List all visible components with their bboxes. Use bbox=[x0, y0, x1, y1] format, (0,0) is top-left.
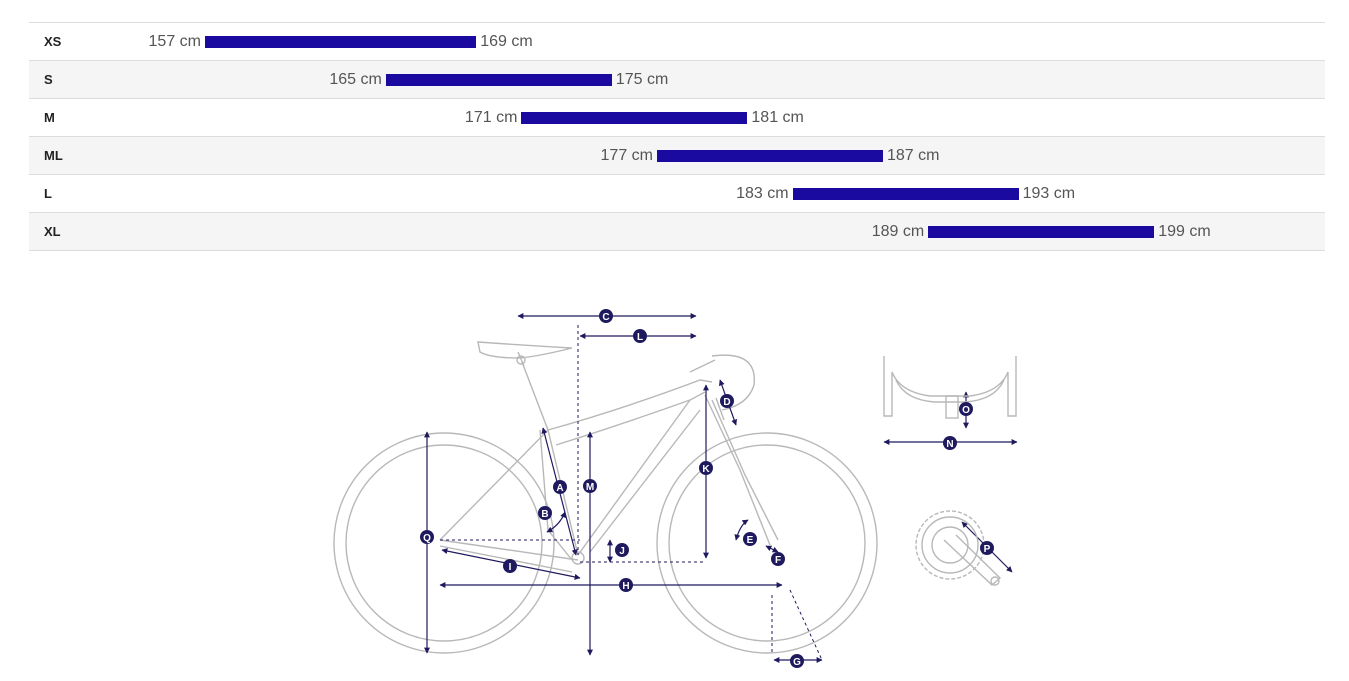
handlebar-front-view bbox=[883, 356, 1017, 419]
svg-text:I: I bbox=[509, 562, 512, 573]
label-i: I bbox=[503, 559, 517, 573]
label-l: L bbox=[633, 329, 647, 343]
stem bbox=[689, 359, 716, 373]
label-o: O bbox=[959, 402, 973, 416]
down-tube bbox=[577, 391, 706, 556]
svg-text:O: O bbox=[962, 405, 970, 416]
svg-text:P: P bbox=[984, 544, 991, 555]
front-wheel-inner bbox=[668, 444, 866, 642]
size-row-xl: XL 189 cm 199 cm bbox=[29, 212, 1325, 251]
seat-tube bbox=[521, 361, 579, 556]
bike-outline bbox=[333, 341, 878, 654]
label-g: G bbox=[790, 654, 804, 668]
size-label: ML bbox=[44, 148, 63, 163]
svg-text:N: N bbox=[946, 439, 953, 450]
fork bbox=[704, 394, 771, 546]
label-e: E bbox=[743, 532, 757, 546]
label-k: K bbox=[699, 461, 713, 475]
svg-text:K: K bbox=[702, 464, 710, 475]
size-label: XL bbox=[44, 224, 61, 239]
label-badges: C L D K A M B E Q J F I H G O N P bbox=[420, 309, 994, 668]
range-min: 157 cm bbox=[148, 33, 201, 50]
label-f: F bbox=[771, 552, 785, 566]
front-wheel-outer bbox=[656, 432, 878, 654]
svg-text:C: C bbox=[602, 312, 609, 323]
size-row-s: S 165 cm 175 cm bbox=[29, 60, 1325, 98]
range-min: 189 cm bbox=[871, 223, 925, 240]
range-bar bbox=[928, 226, 1155, 238]
seat-clamp bbox=[516, 355, 526, 365]
range-min: 177 cm bbox=[600, 147, 653, 164]
label-n: N bbox=[943, 436, 957, 450]
svg-text:A: A bbox=[556, 483, 563, 494]
size-row-xs: XS 157 cm 169 cm bbox=[29, 22, 1325, 60]
range-min: 171 cm bbox=[464, 109, 518, 126]
range-max: 187 cm bbox=[887, 147, 940, 164]
top-tube bbox=[547, 379, 713, 431]
size-table: XS 157 cm 169 cm S 165 cm 175 cm M 171 c… bbox=[29, 22, 1325, 251]
arrow-f bbox=[765, 545, 779, 553]
size-row-l: L 183 cm 193 cm bbox=[29, 174, 1325, 212]
handlebar-right-drop bbox=[1007, 356, 1017, 417]
label-j: J bbox=[615, 543, 629, 557]
rear-wheel-inner bbox=[345, 444, 543, 642]
label-c: C bbox=[599, 309, 613, 323]
label-a: A bbox=[553, 480, 567, 494]
svg-text:J: J bbox=[619, 546, 625, 557]
svg-text:M: M bbox=[586, 482, 594, 493]
down-tube-lower bbox=[589, 409, 701, 553]
seat-stay bbox=[439, 429, 549, 541]
range-bar bbox=[205, 36, 477, 48]
label-d: D bbox=[720, 394, 734, 408]
fork-back bbox=[711, 399, 779, 541]
range-max: 169 cm bbox=[480, 33, 533, 50]
range-max: 193 cm bbox=[1022, 185, 1076, 202]
size-label: L bbox=[44, 186, 52, 201]
svg-text:G: G bbox=[793, 657, 801, 668]
rear-wheel-outer bbox=[333, 432, 555, 654]
range-max: 175 cm bbox=[615, 71, 669, 88]
arrow-b bbox=[546, 511, 566, 533]
pedal-axle bbox=[990, 576, 1000, 586]
range-bar bbox=[521, 112, 748, 124]
arrow-e bbox=[734, 519, 749, 541]
range-bar bbox=[385, 74, 612, 86]
saddle bbox=[477, 341, 573, 359]
handlebar-top bbox=[891, 371, 1009, 397]
size-label: XS bbox=[44, 34, 62, 49]
range-min: 165 cm bbox=[329, 71, 382, 88]
label-m: M bbox=[583, 479, 597, 493]
label-q: Q bbox=[420, 530, 434, 544]
svg-text:H: H bbox=[622, 581, 629, 592]
label-b: B bbox=[538, 506, 552, 520]
size-label: S bbox=[44, 72, 53, 87]
range-max: 181 cm bbox=[751, 109, 804, 126]
crank-arm bbox=[943, 534, 1002, 586]
svg-text:F: F bbox=[775, 555, 781, 566]
size-row-m: M 171 cm 181 cm bbox=[29, 98, 1325, 136]
svg-text:B: B bbox=[541, 509, 548, 520]
range-max: 199 cm bbox=[1158, 223, 1211, 240]
label-p: P bbox=[980, 541, 994, 555]
svg-text:Q: Q bbox=[423, 533, 431, 544]
svg-text:D: D bbox=[723, 397, 730, 408]
chainring-inner bbox=[931, 526, 969, 564]
chainring-mid bbox=[921, 516, 979, 574]
range-bar bbox=[792, 188, 1019, 200]
svg-text:L: L bbox=[637, 332, 643, 343]
size-row-ml: ML 177 cm 187 cm bbox=[29, 136, 1325, 174]
trail-line-2 bbox=[789, 589, 823, 661]
handlebar-left-drop bbox=[883, 356, 893, 417]
measurement-arrows bbox=[424, 313, 1018, 663]
label-h: H bbox=[619, 578, 633, 592]
stem-clamp bbox=[945, 395, 959, 419]
svg-text:E: E bbox=[747, 535, 754, 546]
range-min: 183 cm bbox=[736, 185, 789, 202]
size-label: M bbox=[44, 110, 55, 125]
reference-lines bbox=[440, 325, 823, 661]
handlebar-top-lower bbox=[895, 379, 1005, 403]
range-bar bbox=[657, 150, 883, 162]
